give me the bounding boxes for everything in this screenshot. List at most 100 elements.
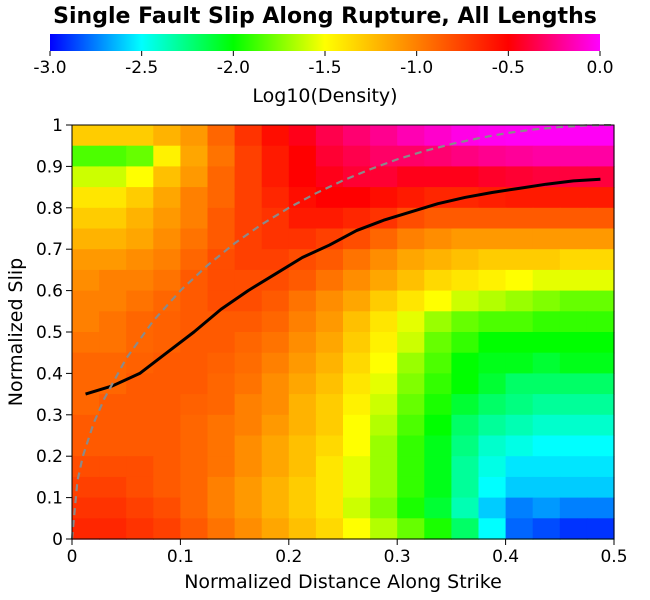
heatmap-cell	[315, 497, 344, 519]
colorbar-tick-label: -1.5	[308, 58, 341, 78]
heatmap-cell	[478, 497, 507, 519]
chart-title: Single Fault Slip Along Rupture, All Len…	[53, 4, 597, 29]
heatmap-cell	[505, 228, 534, 250]
heatmap-cell	[72, 269, 100, 292]
heatmap-cell	[126, 332, 154, 354]
heatmap-cell	[126, 476, 154, 499]
heatmap-cell	[234, 290, 263, 312]
heatmap-cell	[532, 476, 561, 499]
heatmap-cell	[397, 456, 425, 478]
heatmap-cell	[207, 332, 236, 354]
heatmap-cell	[315, 414, 344, 437]
heatmap-cell	[261, 249, 290, 271]
heatmap-cell	[451, 249, 480, 271]
heatmap-cell	[72, 456, 100, 478]
heatmap-cell	[207, 166, 236, 188]
heatmap-cell	[505, 435, 534, 457]
heatmap-cell	[532, 394, 561, 416]
heatmap-cell	[397, 497, 425, 519]
heatmap-cell	[397, 332, 425, 354]
heatmap-cell	[126, 352, 154, 374]
heatmap-cell	[559, 187, 588, 209]
heatmap-cell	[424, 269, 452, 292]
colorbar-tick-label: -2.0	[217, 58, 250, 78]
heatmap-cell	[424, 394, 452, 416]
heatmap-cell	[261, 497, 290, 519]
y-tick-label: 0	[52, 530, 63, 550]
heatmap-cell	[180, 290, 209, 312]
colorbar-ticks: -3.0 -2.5 -2.0 -1.5 -1.0 -0.5 0.0	[33, 51, 614, 78]
heatmap-cell	[288, 476, 317, 499]
heatmap-cell	[288, 394, 317, 416]
x-tick-label: 0.3	[384, 547, 411, 567]
heatmap-cell	[288, 352, 317, 374]
heatmap-cell	[261, 414, 290, 437]
heatmap-cell	[261, 311, 290, 333]
heatmap-cell	[343, 207, 371, 230]
heatmap-cell	[126, 228, 154, 250]
colorbar-tick-label: -3.0	[33, 58, 66, 78]
heatmap-cell	[180, 249, 209, 271]
y-tick-label: 0.9	[36, 157, 63, 177]
heatmap-cell	[126, 269, 154, 292]
heatmap-cell	[343, 394, 371, 416]
heatmap-cell	[559, 290, 588, 312]
heatmap-cell	[559, 373, 588, 395]
heatmap-cell	[261, 269, 290, 292]
heatmap-cell	[315, 145, 344, 167]
heatmap-cell	[180, 145, 209, 167]
heatmap-cell	[99, 394, 127, 416]
heatmap-cell	[505, 394, 534, 416]
heatmap-cell	[424, 311, 452, 333]
heatmap-cell	[397, 269, 425, 292]
heatmap-cell	[207, 497, 236, 519]
heatmap-cell	[99, 456, 127, 478]
heatmap-cell	[288, 435, 317, 457]
heatmap-cell	[343, 290, 371, 312]
heatmap-cell	[370, 290, 398, 312]
heatmap-cell	[478, 414, 507, 437]
heatmap-cell	[288, 414, 317, 437]
heatmap-cell	[532, 249, 561, 271]
heatmap-cell	[505, 311, 534, 333]
heatmap-cell	[261, 187, 290, 209]
heatmap-cell	[397, 125, 425, 147]
heatmap-cell	[315, 311, 344, 333]
heatmap-cell	[370, 249, 398, 271]
heatmap-cell	[72, 476, 100, 499]
heatmap-cell	[424, 290, 452, 312]
heatmap-cell	[505, 476, 534, 499]
x-tick-label: 0.5	[600, 547, 627, 567]
heatmap-cell	[478, 145, 507, 167]
heatmap-cell	[207, 311, 236, 333]
heatmap-cell	[478, 352, 507, 374]
heatmap-cell	[72, 518, 100, 540]
heatmap-cell	[424, 352, 452, 374]
y-tick-label: 0.7	[36, 240, 63, 260]
heatmap-cell	[72, 187, 100, 209]
heatmap-cell	[207, 187, 236, 209]
heatmap-cell	[505, 332, 534, 354]
heatmap-cell	[451, 332, 480, 354]
heatmap-cell	[532, 456, 561, 478]
heatmap-cell	[424, 228, 452, 250]
x-tick-label: 0.2	[275, 547, 302, 567]
heatmap-cell	[586, 311, 615, 333]
heatmap-cell	[99, 228, 127, 250]
heatmap-cell	[559, 518, 588, 540]
heatmap-cell	[153, 290, 181, 312]
heatmap-cell	[397, 394, 425, 416]
heatmap-cell	[315, 332, 344, 354]
heatmap-cell	[315, 187, 344, 209]
heatmap-cell	[99, 352, 127, 374]
heatmap-cell	[180, 394, 209, 416]
heatmap-cell	[586, 166, 615, 188]
heatmap-cell	[478, 332, 507, 354]
heatmap-cell	[99, 435, 127, 457]
heatmap-cell	[72, 394, 100, 416]
colorbar-label: Log10(Density)	[252, 85, 397, 107]
heatmap-cell	[451, 311, 480, 333]
heatmap-cell	[207, 476, 236, 499]
y-tick-label: 0.6	[36, 282, 63, 302]
